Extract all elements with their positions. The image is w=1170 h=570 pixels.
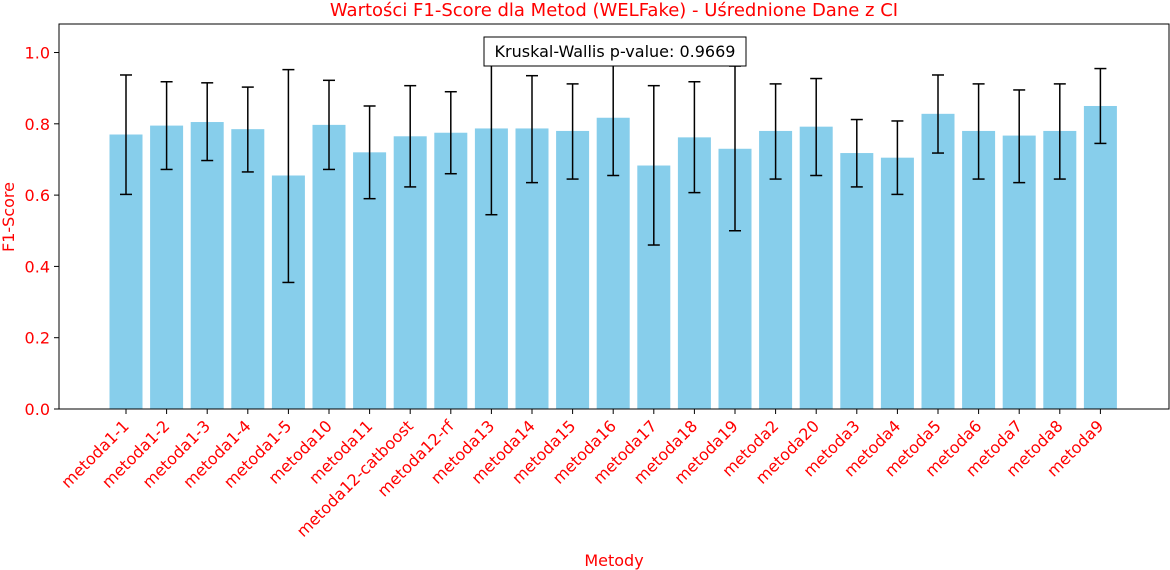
x-axis: metoda1-1metoda1-2metoda1-3metoda1-4meto…	[57, 409, 1107, 541]
bars-group	[109, 105, 1117, 410]
bar-metoda1-3	[190, 122, 224, 409]
bar-metoda10	[312, 124, 346, 409]
error-bar-metoda1-5	[282, 68, 295, 284]
y-tick-label: 1.0	[25, 44, 50, 63]
plot-frame	[58, 23, 1170, 410]
error-bar-metoda9	[1094, 67, 1107, 145]
bar-metoda1-2	[150, 125, 184, 409]
error-bar-metoda8	[1053, 83, 1066, 180]
bar-metoda5	[921, 113, 955, 409]
error-bar-metoda7	[1013, 89, 1026, 184]
error-bar-metoda5	[932, 74, 944, 154]
error-bar-metoda15	[566, 83, 579, 180]
annotation-text: Kruskal-Wallis p-value: 0.9669	[495, 42, 736, 61]
bar-metoda12-rf	[434, 132, 468, 410]
kruskal-wallis-annotation: Kruskal-Wallis p-value: 0.9669	[483, 36, 747, 67]
bar-metoda3	[840, 153, 874, 409]
bar-metoda1-4	[231, 129, 265, 409]
error-bar-metoda3	[850, 118, 863, 188]
error-bar-metoda1-1	[120, 74, 132, 196]
y-tick-label: 0.2	[25, 329, 50, 348]
error-bar-metoda20	[810, 77, 823, 177]
y-axis: 0.0 0.2 0.4 0.6 0.8 1.0	[25, 44, 59, 419]
error-bar-metoda4	[891, 120, 904, 196]
error-bar-metoda17	[647, 84, 660, 246]
error-bar-metoda12-rf	[444, 90, 457, 175]
bar-metoda4	[880, 157, 914, 409]
error-bar-metoda18	[688, 81, 701, 194]
error-bar-metoda14	[526, 74, 538, 184]
y-tick-label: 0.8	[25, 115, 50, 134]
error-bars-group	[120, 41, 1107, 284]
error-bar-metoda1-3	[201, 82, 214, 162]
error-bar-metoda2	[769, 83, 782, 180]
y-tick-label: 0.6	[25, 186, 50, 205]
error-bar-metoda1-4	[241, 86, 254, 173]
y-tick-label: 0.4	[25, 257, 50, 276]
error-bar-metoda11	[363, 105, 376, 200]
error-bar-metoda6	[972, 83, 985, 180]
error-bar-metoda1-2	[160, 81, 173, 171]
error-bar-metoda10	[323, 79, 335, 171]
error-bar-metoda12-catboost	[404, 84, 417, 188]
y-tick-label: 0.0	[25, 400, 50, 419]
bar-metoda9	[1083, 105, 1117, 410]
x-axis-label: Metody	[584, 551, 643, 570]
annotation-box	[483, 36, 747, 67]
y-axis-label: F1-Score	[0, 182, 18, 252]
chart-title: Wartości F1-Score dla Metod (WELFake) - …	[330, 0, 898, 21]
